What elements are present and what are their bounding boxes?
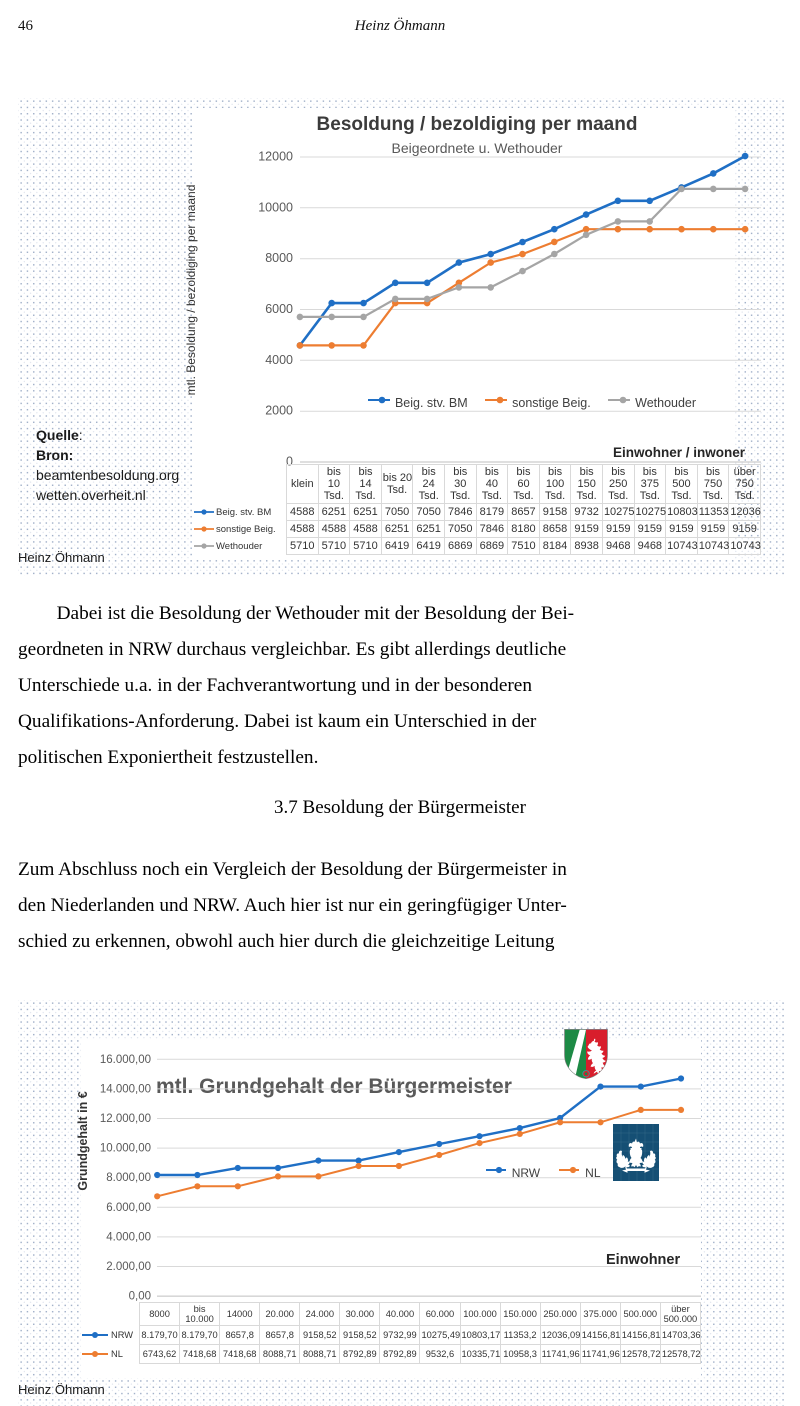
svg-text:10000: 10000 <box>258 200 293 214</box>
svg-text:12000: 12000 <box>258 150 293 164</box>
svg-text:2.000,00: 2.000,00 <box>106 1261 151 1273</box>
svg-text:16.000,00: 16.000,00 <box>100 1054 151 1066</box>
svg-text:8000: 8000 <box>265 251 293 265</box>
svg-text:10.000,00: 10.000,00 <box>100 1143 151 1155</box>
svg-text:6.000,00: 6.000,00 <box>106 1202 151 1214</box>
svg-text:2000: 2000 <box>265 404 293 418</box>
svg-text:14.000,00: 14.000,00 <box>100 1083 151 1095</box>
svg-text:6000: 6000 <box>265 302 293 316</box>
svg-text:0,00: 0,00 <box>129 1291 151 1301</box>
svg-text:4.000,00: 4.000,00 <box>106 1231 151 1243</box>
svg-text:8.000,00: 8.000,00 <box>106 1172 151 1184</box>
svg-text:4000: 4000 <box>265 353 293 367</box>
svg-text:12.000,00: 12.000,00 <box>100 1113 151 1125</box>
